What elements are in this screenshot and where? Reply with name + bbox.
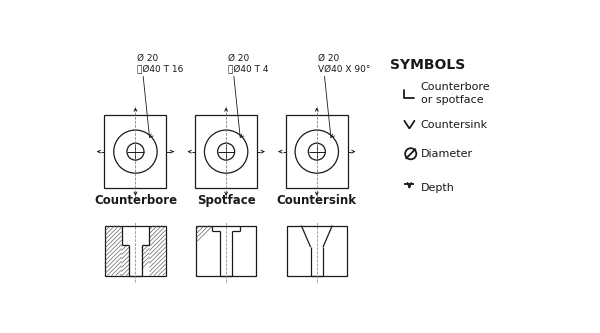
Text: Depth: Depth bbox=[421, 183, 455, 193]
Bar bbox=[287, 225, 347, 276]
Text: Diameter: Diameter bbox=[421, 149, 473, 159]
Bar bbox=[105, 225, 166, 276]
Text: Ø 20
⎓Ø40 T 16: Ø 20 ⎓Ø40 T 16 bbox=[137, 53, 184, 74]
Text: Counterbore
or spotface: Counterbore or spotface bbox=[421, 82, 490, 106]
Bar bbox=[195, 115, 257, 188]
Text: Countersink: Countersink bbox=[421, 120, 488, 130]
Bar bbox=[104, 115, 166, 188]
Bar bbox=[196, 225, 256, 276]
Text: SYMBOLS: SYMBOLS bbox=[390, 58, 465, 72]
Text: Countersink: Countersink bbox=[277, 194, 357, 207]
Text: Ø 20
⎓Ø40 T 4: Ø 20 ⎓Ø40 T 4 bbox=[227, 53, 268, 74]
Text: Spotface: Spotface bbox=[197, 194, 256, 207]
Bar bbox=[286, 115, 348, 188]
Text: Ø 20
VØ40 X 90°: Ø 20 VØ40 X 90° bbox=[319, 53, 371, 74]
Text: Counterbore: Counterbore bbox=[94, 194, 177, 207]
